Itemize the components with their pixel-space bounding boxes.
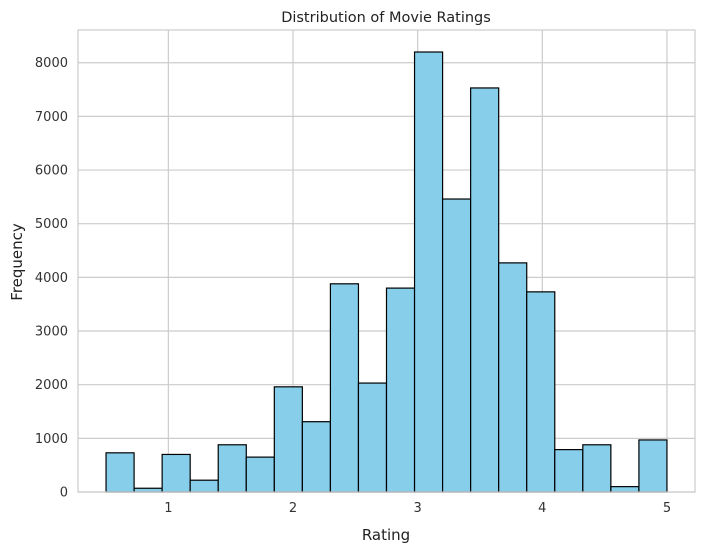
histogram-bar — [245, 456, 275, 493]
x-axis-ticks: 1 2 3 4 5 — [164, 501, 671, 516]
histogram-bar — [385, 287, 416, 493]
x-tick-label: 1 — [164, 501, 172, 516]
histogram-bar — [470, 87, 500, 493]
histogram-bar — [638, 439, 668, 493]
x-axis-label: Rating — [362, 526, 410, 544]
histogram-bar — [273, 386, 303, 493]
y-tick-label: 8000 — [35, 56, 68, 71]
histogram-bar — [301, 421, 332, 493]
y-tick-label: 2000 — [35, 378, 68, 393]
histogram-bar — [413, 51, 444, 493]
y-tick-label: 0 — [60, 486, 68, 501]
histogram-bar — [357, 382, 388, 493]
histogram-bar — [105, 452, 135, 493]
histogram-bar — [498, 262, 528, 493]
y-tick-label: 3000 — [35, 325, 68, 340]
histogram-bar — [554, 449, 584, 493]
y-tick-label: 4000 — [35, 271, 68, 286]
x-tick-label: 5 — [663, 501, 671, 516]
y-tick-label: 6000 — [35, 164, 68, 179]
histogram-bar — [329, 283, 360, 493]
histogram-bar — [610, 486, 640, 493]
plot-frame — [77, 29, 696, 493]
histogram-bar — [441, 198, 472, 493]
histogram-bar — [189, 479, 219, 493]
y-tick-label: 5000 — [35, 217, 68, 232]
histogram-bar — [526, 291, 556, 493]
y-tick-label: 1000 — [35, 432, 68, 447]
plot-border — [77, 29, 696, 493]
histogram-bar — [161, 453, 191, 493]
histogram-bar — [217, 444, 247, 493]
y-axis-ticks: 0 1000 2000 3000 4000 5000 6000 7000 8000 — [35, 56, 68, 500]
x-tick-label: 4 — [538, 501, 546, 516]
y-tick-label: 7000 — [35, 110, 68, 125]
x-tick-label: 2 — [289, 501, 297, 516]
x-tick-label: 3 — [414, 501, 422, 516]
histogram-bars — [105, 51, 668, 493]
y-axis-label: Frequency — [8, 223, 26, 301]
chart-title: Distribution of Movie Ratings — [281, 10, 491, 26]
histogram-bar — [582, 444, 612, 493]
